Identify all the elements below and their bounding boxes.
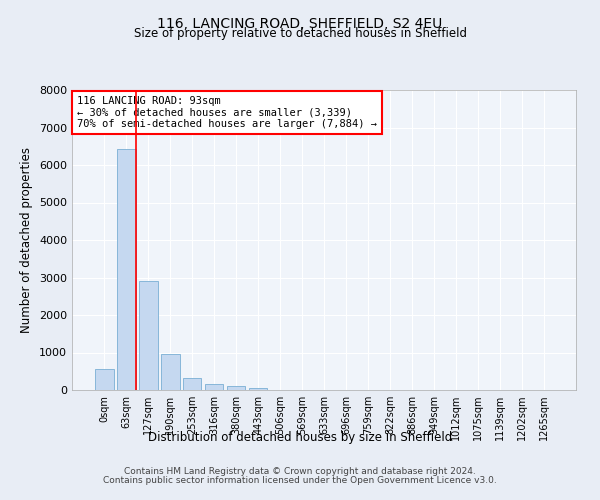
Bar: [117, 149, 136, 390]
Bar: [139, 280, 158, 390]
Text: Contains public sector information licensed under the Open Government Licence v3: Contains public sector information licen…: [103, 476, 497, 485]
Bar: [161, 354, 179, 390]
Bar: [227, 386, 245, 390]
Text: Size of property relative to detached houses in Sheffield: Size of property relative to detached ho…: [133, 28, 467, 40]
Text: Contains HM Land Registry data © Crown copyright and database right 2024.: Contains HM Land Registry data © Crown c…: [124, 467, 476, 476]
Bar: [249, 388, 268, 390]
Text: 116 LANCING ROAD: 93sqm
← 30% of detached houses are smaller (3,339)
70% of semi: 116 LANCING ROAD: 93sqm ← 30% of detache…: [77, 96, 377, 129]
Y-axis label: Number of detached properties: Number of detached properties: [20, 147, 34, 333]
Bar: [205, 384, 223, 390]
Text: Distribution of detached houses by size in Sheffield: Distribution of detached houses by size …: [148, 431, 452, 444]
Bar: [183, 378, 202, 390]
Bar: [95, 370, 113, 390]
Text: 116, LANCING ROAD, SHEFFIELD, S2 4EU: 116, LANCING ROAD, SHEFFIELD, S2 4EU: [157, 18, 443, 32]
